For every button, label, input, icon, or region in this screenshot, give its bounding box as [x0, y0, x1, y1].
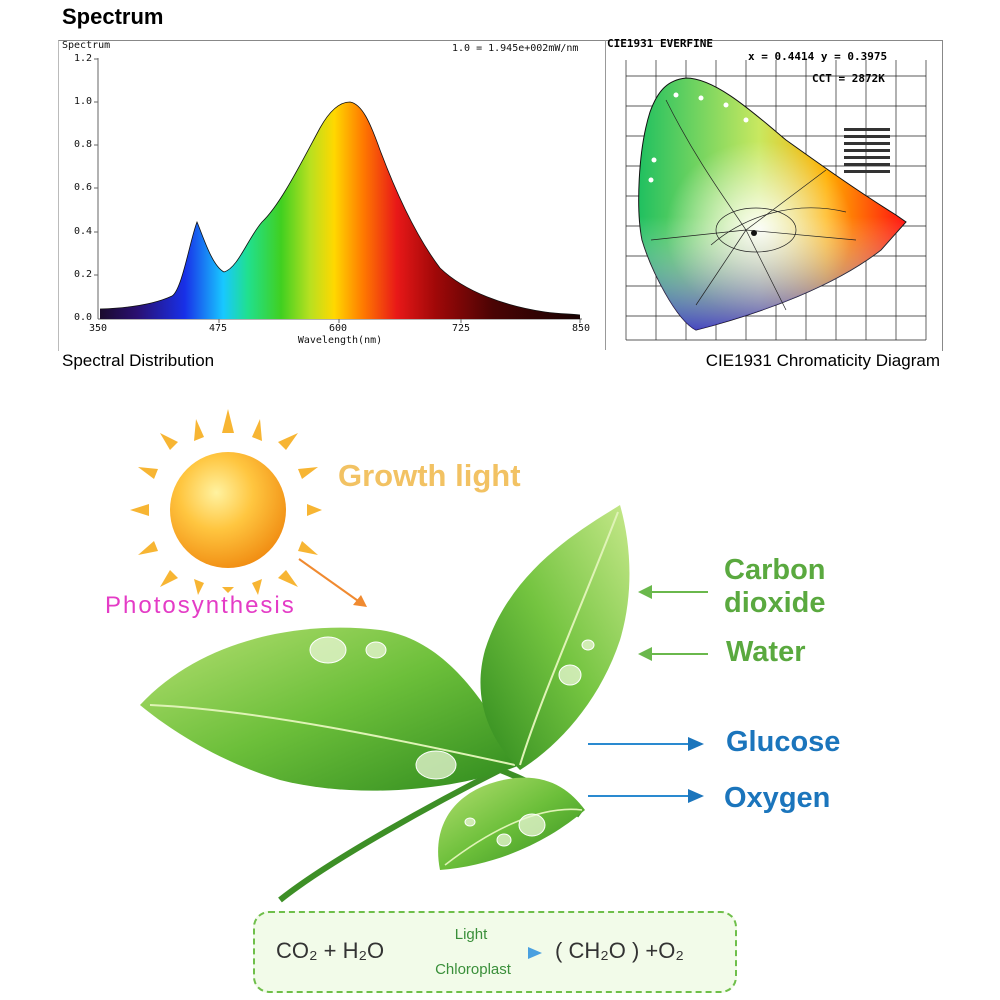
- panel-divider: [605, 40, 606, 350]
- spectral-panel-frame: [58, 40, 607, 351]
- y-tick: 0.6: [73, 182, 92, 193]
- sun-icon: [130, 409, 322, 595]
- cie-panel-frame: [606, 40, 943, 351]
- x-tick: 350: [88, 323, 108, 334]
- oxygen-label: Oxygen: [724, 782, 831, 814]
- spectrum-tick-marks: [94, 58, 581, 323]
- cie-xy-readout: x = 0.4414 y = 0.3975: [748, 50, 888, 63]
- x-tick: 475: [208, 323, 228, 334]
- y-tick: 0.0: [73, 312, 92, 323]
- spectrum-heading: Spectrum: [62, 4, 164, 29]
- sunlight-arrow: [298, 558, 367, 607]
- photosynthesis-label: Photosynthesis: [105, 592, 296, 619]
- x-tick: 600: [328, 323, 348, 334]
- carbon-dioxide-line2: dioxide: [724, 587, 826, 619]
- y-tick: 0.4: [73, 226, 92, 237]
- equation-condition-light: Light: [454, 926, 488, 943]
- y-tick: 1.0: [73, 96, 92, 107]
- cie-source-legend: [844, 128, 890, 173]
- cie-caption: CIE1931 Chromaticity Diagram: [705, 351, 940, 370]
- spectral-caption: Spectral Distribution: [62, 351, 215, 370]
- cie-measured-point: [751, 230, 757, 236]
- carbon-dioxide-label: Carbon dioxide: [724, 554, 826, 620]
- spectrum-scale-note: 1.0 = 1.945e+002mW/nm: [452, 43, 579, 54]
- equation-condition-chloroplast: Chloroplast: [435, 961, 511, 978]
- y-tick: 1.2: [73, 53, 92, 64]
- equation-reactants: CO₂ + H₂O: [276, 938, 385, 963]
- spectrum-curve: [100, 102, 580, 319]
- y-tick: 0.8: [73, 139, 92, 150]
- leaf-upper: [480, 505, 630, 770]
- input-arrows: [638, 585, 708, 661]
- spectrum-y-label: Spectrum: [62, 40, 111, 51]
- equation-products: ( CH₂O ) +O₂: [555, 938, 684, 963]
- growth-light-title: Growth light: [338, 458, 521, 493]
- x-tick: 850: [571, 323, 591, 334]
- cie-title: CIE1931 EVERFINE: [607, 37, 713, 50]
- glucose-label: Glucose: [726, 726, 841, 758]
- spectrum-outline: [99, 101, 581, 316]
- cie-region-lines: [650, 99, 857, 311]
- leaf-large: [140, 627, 520, 791]
- cie-diagram: [625, 60, 927, 341]
- water-label: Water: [726, 636, 806, 668]
- spectrum-plot: [94, 58, 582, 323]
- equation-arrow: [416, 947, 542, 959]
- cie-cct-readout: CCT = 2872K: [812, 72, 885, 85]
- cie-source-markers: [648, 92, 749, 183]
- output-arrows: [588, 737, 704, 803]
- x-tick: 725: [451, 323, 471, 334]
- y-tick: 0.2: [73, 269, 92, 280]
- leaf-icon: [140, 505, 630, 903]
- spectrum-x-label: Wavelength(nm): [297, 335, 383, 346]
- carbon-dioxide-line1: Carbon: [724, 554, 826, 586]
